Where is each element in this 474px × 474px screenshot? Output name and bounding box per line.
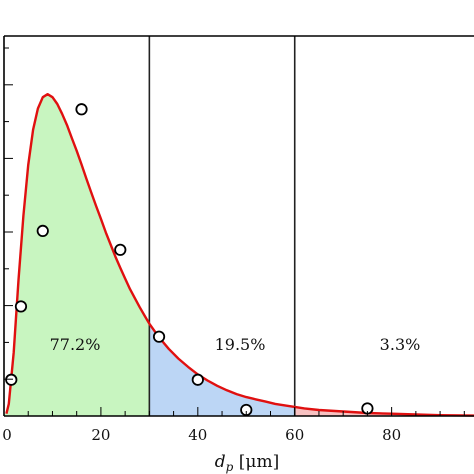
data-point <box>114 243 127 256</box>
x-tick-label: 0 <box>2 426 12 444</box>
region-label-1: 77.2% <box>50 335 101 354</box>
data-point <box>152 330 166 343</box>
x-axis-label: dp [μm] <box>215 452 279 474</box>
region-fill-2 <box>149 323 295 416</box>
data-point <box>5 373 18 386</box>
region-label-3: 3.3% <box>380 335 421 354</box>
data-point <box>75 103 88 116</box>
region-label-2: 19.5% <box>215 335 266 354</box>
data-point <box>14 300 28 313</box>
x-tick-label: 60 <box>285 426 304 444</box>
distribution-curve <box>5 93 474 417</box>
x-tick-label: 80 <box>382 426 401 444</box>
data-point <box>191 373 204 386</box>
data-point <box>36 224 49 238</box>
x-tick-label: 20 <box>91 426 110 444</box>
x-tick-label: 40 <box>188 426 207 444</box>
region-fill-3 <box>294 406 474 416</box>
region-fill-1 <box>4 94 150 416</box>
